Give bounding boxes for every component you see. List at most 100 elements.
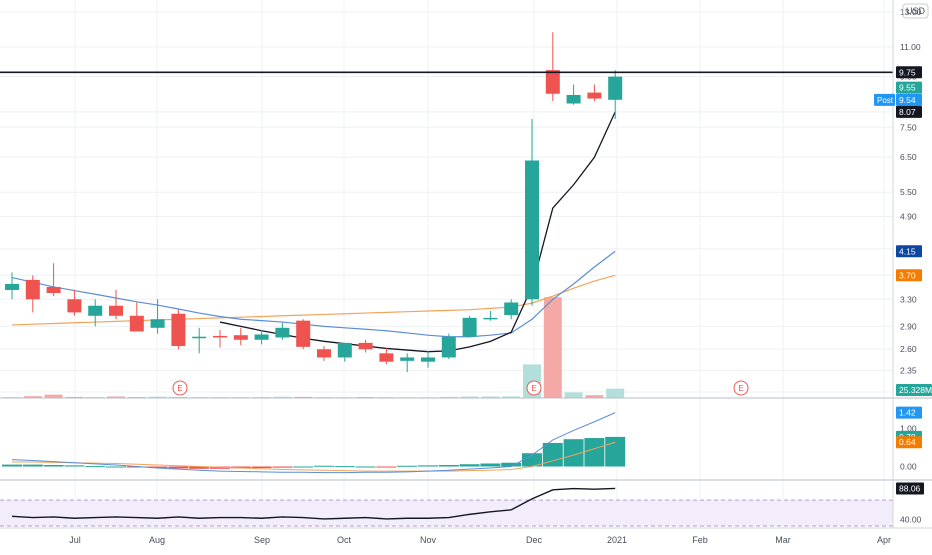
earnings-marker[interactable] bbox=[172, 380, 188, 396]
candle[interactable] bbox=[421, 350, 435, 368]
time-tick-label[interactable]: Feb bbox=[692, 535, 708, 545]
candle-body[interactable] bbox=[254, 334, 269, 340]
macd-histogram-bar[interactable] bbox=[272, 466, 293, 468]
candle[interactable] bbox=[296, 319, 311, 350]
price-badge[interactable]: 9.75 bbox=[896, 66, 922, 79]
candle-body[interactable] bbox=[109, 305, 123, 316]
volume-bar[interactable] bbox=[23, 396, 42, 398]
candle[interactable] bbox=[25, 275, 40, 313]
candle[interactable] bbox=[5, 272, 19, 300]
candle-body[interactable] bbox=[504, 302, 519, 316]
candle[interactable] bbox=[566, 84, 581, 105]
volume-bar[interactable] bbox=[294, 396, 313, 398]
candle[interactable] bbox=[192, 327, 207, 354]
macd-histogram-bar[interactable] bbox=[480, 463, 501, 467]
macd-histogram-bar[interactable] bbox=[584, 438, 605, 467]
volume-bar[interactable] bbox=[273, 396, 292, 398]
candle[interactable] bbox=[129, 302, 144, 332]
candle-body[interactable] bbox=[233, 335, 248, 340]
pane-separators[interactable] bbox=[0, 397, 932, 481]
earnings-marker[interactable] bbox=[733, 380, 749, 396]
candle[interactable] bbox=[275, 322, 290, 340]
candle-body[interactable] bbox=[5, 283, 19, 290]
macd-histogram-bar[interactable] bbox=[189, 466, 210, 469]
candle-body[interactable] bbox=[421, 357, 435, 362]
time-tick-label[interactable]: 2021 bbox=[607, 535, 627, 545]
candle[interactable] bbox=[46, 263, 61, 297]
candle[interactable] bbox=[67, 289, 82, 316]
candle[interactable] bbox=[213, 329, 227, 348]
candle[interactable] bbox=[379, 347, 394, 365]
candle-body[interactable] bbox=[608, 76, 623, 100]
candle-body[interactable] bbox=[317, 349, 331, 358]
candle-body[interactable] bbox=[129, 315, 144, 332]
candle[interactable] bbox=[317, 346, 331, 361]
macd-histogram-bar[interactable] bbox=[85, 466, 106, 468]
price-badge[interactable]: 9.55 bbox=[896, 81, 922, 94]
candle-body[interactable] bbox=[275, 327, 290, 338]
macd-histogram-bar[interactable] bbox=[2, 464, 22, 467]
time-tick-label[interactable]: Sep bbox=[254, 535, 270, 545]
macd-histogram-bar[interactable] bbox=[376, 466, 397, 468]
volume-bar[interactable] bbox=[439, 396, 458, 398]
macd-badge[interactable]: 0.64 bbox=[896, 436, 922, 449]
candle-body[interactable] bbox=[150, 319, 165, 328]
macd-histogram-bar[interactable] bbox=[501, 462, 522, 467]
candle[interactable] bbox=[462, 315, 477, 338]
candle-body[interactable] bbox=[171, 313, 186, 347]
candle-body[interactable] bbox=[483, 317, 498, 320]
candle[interactable] bbox=[109, 289, 123, 320]
price-badge[interactable]: 3.70 bbox=[896, 269, 922, 282]
candle[interactable] bbox=[171, 309, 186, 350]
candle[interactable] bbox=[337, 342, 352, 362]
candle[interactable] bbox=[483, 311, 498, 321]
macd-histogram-bar[interactable] bbox=[459, 464, 480, 467]
candle-body[interactable] bbox=[192, 336, 207, 339]
volume-bar[interactable] bbox=[65, 396, 84, 398]
time-tick-label[interactable]: Aug bbox=[149, 535, 165, 545]
candle-body[interactable] bbox=[46, 286, 61, 294]
candle-body[interactable] bbox=[441, 336, 456, 358]
volume-bar[interactable] bbox=[585, 395, 604, 398]
candle-body[interactable] bbox=[67, 299, 82, 313]
macd-histogram-bar[interactable] bbox=[64, 465, 85, 467]
macd-histogram-bar[interactable] bbox=[251, 466, 272, 469]
time-tick-label[interactable]: Apr bbox=[877, 535, 891, 545]
macd-histogram-bar[interactable] bbox=[522, 453, 542, 467]
candle-body[interactable] bbox=[525, 160, 539, 300]
macd-histogram-bar[interactable] bbox=[168, 466, 189, 469]
time-tick-label[interactable]: Mar bbox=[775, 535, 791, 545]
macd-histogram-bar[interactable] bbox=[314, 465, 334, 467]
time-tick-label[interactable]: Nov bbox=[420, 535, 437, 545]
candle[interactable] bbox=[233, 327, 248, 346]
candle-body[interactable] bbox=[88, 305, 103, 316]
candle[interactable] bbox=[150, 299, 165, 334]
candle[interactable] bbox=[254, 329, 269, 345]
candle[interactable] bbox=[525, 119, 539, 306]
candle[interactable] bbox=[587, 84, 602, 102]
candle-body[interactable] bbox=[379, 353, 394, 362]
time-tick-label[interactable]: Dec bbox=[526, 535, 543, 545]
price-axis[interactable]: 13.00 11.00 9.75 9.55 8.07 7.50 6.50 5.50 4.90 4.… bbox=[874, 0, 932, 528]
volume-bar[interactable] bbox=[481, 396, 500, 398]
candle[interactable] bbox=[88, 299, 103, 327]
volume-bar[interactable] bbox=[44, 394, 63, 398]
macd-histogram-bar[interactable] bbox=[106, 466, 126, 468]
macd-histogram-bar[interactable] bbox=[293, 466, 314, 468]
macd-histogram-bar[interactable] bbox=[605, 436, 626, 467]
macd-histogram-bar[interactable] bbox=[22, 464, 43, 467]
price-badge[interactable]: 9.54 Post bbox=[874, 93, 922, 106]
candle-body[interactable] bbox=[337, 342, 352, 358]
candle-body[interactable] bbox=[25, 279, 40, 300]
candle-body[interactable] bbox=[213, 335, 227, 338]
macd-histogram-bar[interactable] bbox=[542, 442, 563, 467]
volume-bar[interactable] bbox=[543, 297, 562, 398]
candle-body[interactable] bbox=[400, 357, 415, 361]
macd-histogram-bar[interactable] bbox=[334, 466, 355, 468]
volume-bar[interactable] bbox=[606, 388, 625, 398]
macd-badge[interactable]: 1.42 bbox=[896, 406, 922, 419]
candle[interactable] bbox=[441, 333, 456, 360]
rsi-badge[interactable]: 88.06 bbox=[896, 482, 924, 495]
